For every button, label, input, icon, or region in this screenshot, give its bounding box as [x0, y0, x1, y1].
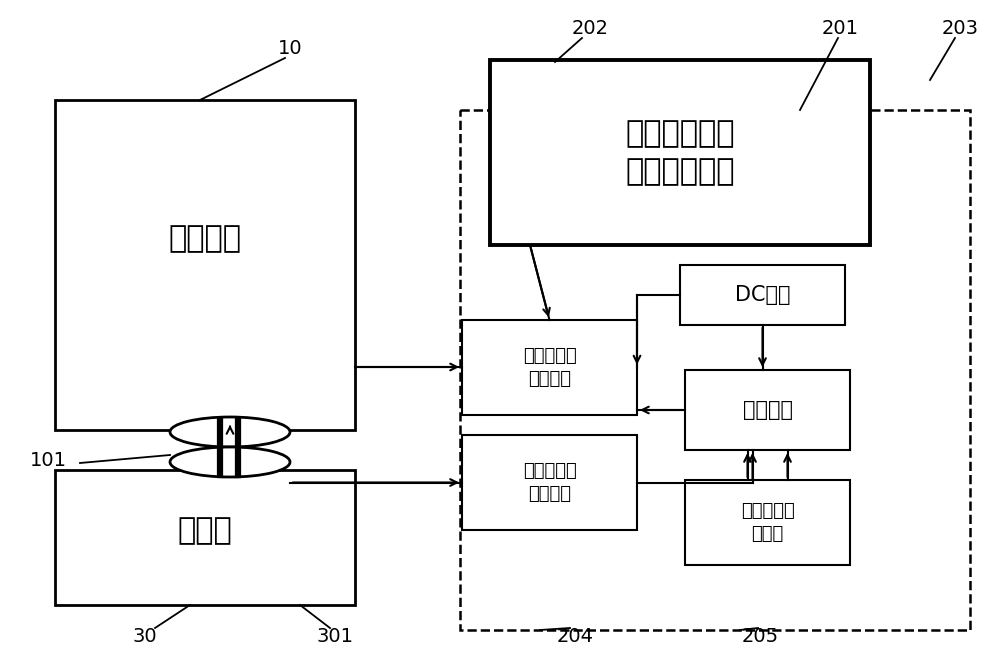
Text: 电压手动输
入模块: 电压手动输 入模块 — [741, 502, 794, 544]
Text: 电压检测和
调压模块: 电压检测和 调压模块 — [523, 347, 576, 389]
Bar — [685, 370, 850, 450]
Ellipse shape — [170, 417, 290, 447]
Bar — [685, 480, 850, 565]
Text: 蓄电池: 蓄电池 — [178, 516, 232, 545]
Text: 301: 301 — [316, 626, 354, 645]
Text: 101: 101 — [30, 451, 66, 469]
Text: 201: 201 — [822, 19, 858, 38]
Text: 配电盘箱: 配电盘箱 — [168, 224, 242, 253]
Bar — [460, 110, 970, 630]
Text: DC模块: DC模块 — [735, 285, 790, 305]
Text: 204: 204 — [556, 626, 594, 645]
Text: 蓄电池电流
检测模块: 蓄电池电流 检测模块 — [523, 461, 576, 503]
Bar — [490, 60, 870, 245]
Text: 30: 30 — [133, 626, 157, 645]
Text: 203: 203 — [942, 19, 978, 38]
Text: 205: 205 — [741, 626, 779, 645]
Bar — [462, 435, 637, 530]
Bar — [55, 470, 355, 605]
Bar — [55, 100, 355, 430]
Text: 控制模块: 控制模块 — [742, 400, 792, 420]
Ellipse shape — [170, 447, 290, 477]
Bar — [680, 265, 845, 325]
Text: 10: 10 — [278, 38, 302, 58]
Text: 202: 202 — [572, 19, 608, 38]
Bar — [462, 320, 637, 415]
Text: 蓄电池在线拆
卸和安装装置: 蓄电池在线拆 卸和安装装置 — [625, 119, 735, 186]
